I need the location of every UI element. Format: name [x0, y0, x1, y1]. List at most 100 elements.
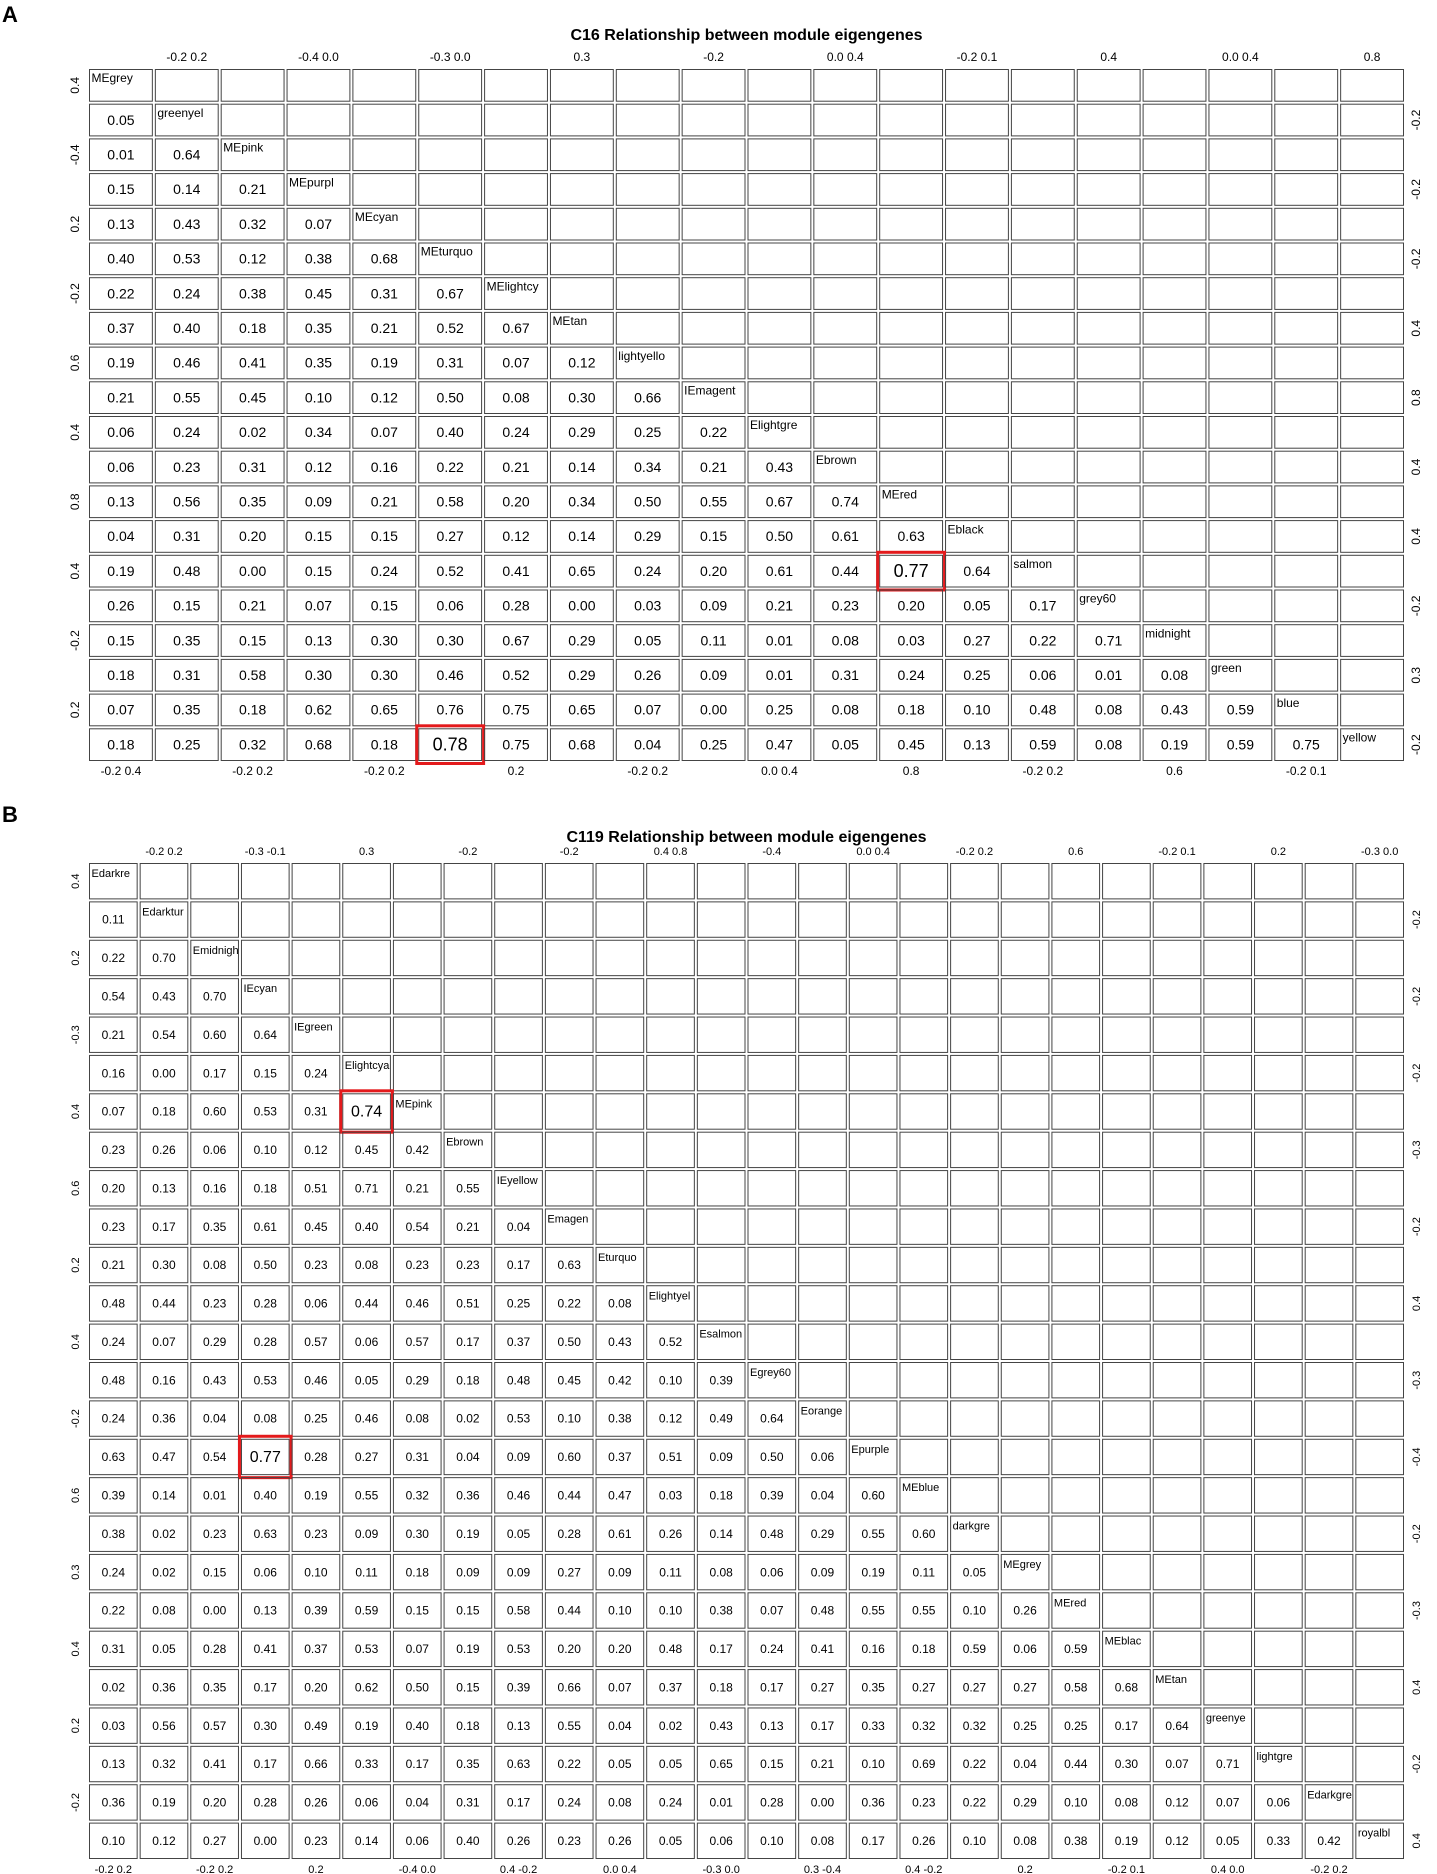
cell — [1051, 1784, 1101, 1821]
correlation: 0.59 — [355, 1604, 379, 1618]
cell — [1208, 624, 1273, 657]
correlation: 0.59 — [1029, 736, 1056, 752]
cell — [342, 1438, 391, 1476]
correlation: 0.11 — [355, 1565, 378, 1579]
cell — [418, 416, 483, 449]
cell — [798, 978, 847, 1015]
cell — [595, 1170, 645, 1207]
cell — [1304, 1285, 1354, 1322]
cell — [443, 1745, 493, 1783]
cell — [291, 1362, 341, 1399]
correlation: 0.31 — [456, 1796, 480, 1810]
correlation: 0.37 — [608, 1450, 632, 1464]
correlation: 0.13 — [107, 216, 134, 232]
cell — [1304, 901, 1354, 938]
correlation: 0.64 — [760, 1412, 784, 1426]
cell — [615, 207, 680, 241]
cell — [89, 1131, 138, 1169]
cell — [950, 1285, 999, 1322]
cell — [879, 103, 944, 137]
correlation: 0.55 — [861, 1604, 885, 1618]
cell — [549, 103, 614, 137]
correlation: 0.20 — [700, 563, 727, 579]
cell — [1254, 1784, 1303, 1821]
cell — [89, 624, 153, 657]
correlation: 0.03 — [634, 598, 661, 614]
correlation: 0.00 — [239, 563, 266, 579]
cell — [392, 1592, 442, 1629]
correlation: 0.18 — [107, 736, 134, 752]
correlation: 0.35 — [203, 1680, 227, 1694]
cell — [1102, 1515, 1151, 1552]
correlation: 0.35 — [456, 1757, 480, 1771]
correlation: 0.13 — [507, 1719, 531, 1733]
correlation: 0.17 — [760, 1680, 784, 1694]
cell — [1304, 1707, 1354, 1744]
cell — [615, 658, 680, 692]
correlation: 0.12 — [1165, 1796, 1189, 1810]
cell — [190, 1131, 239, 1169]
cell — [154, 277, 219, 310]
correlation: 0.51 — [304, 1181, 328, 1195]
correlation: 0.05 — [832, 736, 859, 752]
cell — [1142, 658, 1207, 692]
top-tick-label: -0.4 — [762, 846, 781, 858]
correlation: 0.04 — [1013, 1757, 1037, 1771]
cell — [1000, 1208, 1050, 1245]
correlation: 0.04 — [608, 1719, 632, 1733]
correlation: 0.23 — [912, 1796, 936, 1810]
correlation: 0.17 — [507, 1796, 531, 1810]
cell — [848, 863, 898, 900]
cell — [549, 485, 614, 519]
cell — [1274, 103, 1339, 137]
correlation: 0.57 — [203, 1719, 227, 1733]
cell — [342, 939, 391, 977]
cell — [286, 277, 351, 310]
cell — [286, 381, 351, 414]
correlation: 0.30 — [254, 1719, 278, 1733]
cell — [89, 1822, 138, 1859]
cell — [646, 1323, 695, 1360]
correlation: 0.24 — [102, 1412, 126, 1426]
right-tick-label: 0.4 — [1411, 1680, 1423, 1695]
cell — [646, 1822, 695, 1859]
module-label: MEpurpl — [289, 175, 334, 189]
cell — [1102, 1400, 1151, 1437]
cell — [352, 103, 417, 137]
cell — [798, 1246, 847, 1284]
cell — [899, 978, 949, 1015]
correlation: 0.45 — [898, 736, 925, 752]
cell — [646, 1208, 695, 1245]
correlation: 0.27 — [437, 528, 464, 544]
cell — [696, 1784, 746, 1821]
correlation: 0.01 — [766, 667, 793, 683]
module-label: Elightyel — [649, 1290, 691, 1302]
correlation: 0.29 — [568, 667, 595, 683]
cell — [544, 1822, 594, 1859]
cell — [696, 939, 746, 977]
cell — [220, 103, 285, 137]
cell — [154, 381, 219, 414]
correlation: 0.21 — [102, 1028, 126, 1042]
correlation: 0.48 — [173, 563, 200, 579]
cell — [813, 450, 878, 484]
cell — [848, 978, 898, 1015]
cell — [1355, 1093, 1405, 1130]
correlation: 0.71 — [1095, 632, 1122, 648]
cell — [342, 1362, 391, 1399]
cell — [747, 1630, 797, 1668]
module-label: Eblack — [948, 522, 985, 536]
module-label: Ebrown — [446, 1137, 483, 1149]
cell — [443, 1630, 493, 1668]
cell — [1203, 1208, 1253, 1245]
cell — [813, 207, 878, 241]
cell — [89, 554, 153, 588]
cell — [899, 939, 949, 977]
correlation: 0.40 — [456, 1834, 480, 1848]
cell — [352, 485, 417, 519]
module-label: MEblue — [902, 1482, 939, 1494]
module-label: green — [1211, 661, 1242, 675]
cell — [848, 1093, 898, 1130]
cell — [1203, 1438, 1253, 1476]
cell — [1254, 1285, 1303, 1322]
